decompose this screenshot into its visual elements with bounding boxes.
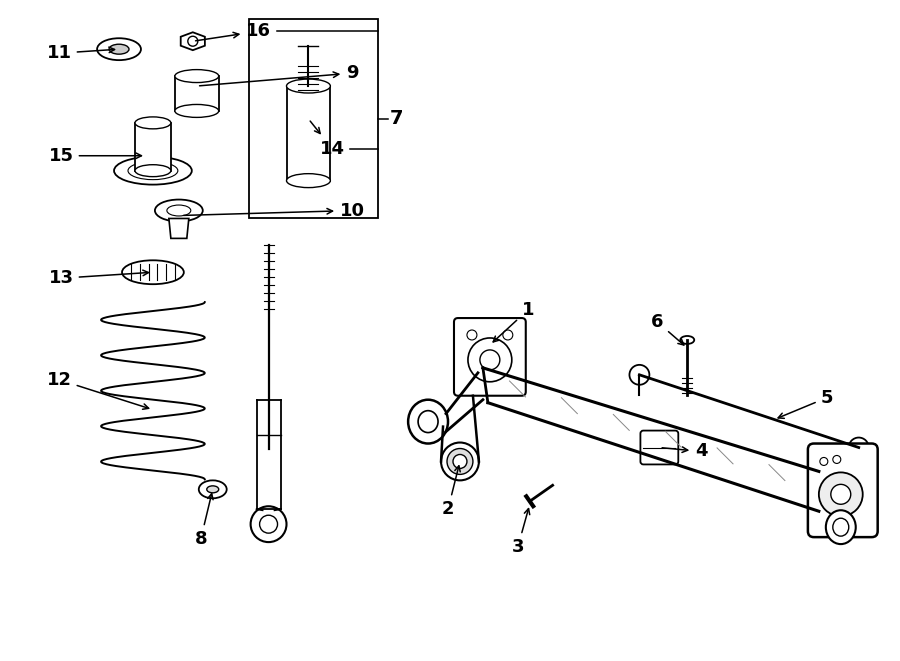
- Ellipse shape: [135, 165, 171, 176]
- Circle shape: [629, 365, 650, 385]
- Ellipse shape: [826, 510, 856, 544]
- Text: 5: 5: [778, 389, 833, 418]
- Circle shape: [831, 485, 850, 504]
- Ellipse shape: [447, 449, 473, 475]
- Text: 7: 7: [391, 109, 404, 128]
- FancyBboxPatch shape: [641, 430, 679, 465]
- Text: 8: 8: [194, 494, 213, 548]
- Text: 12: 12: [47, 371, 148, 409]
- Ellipse shape: [97, 38, 141, 60]
- Text: 14: 14: [310, 121, 345, 158]
- Ellipse shape: [199, 481, 227, 498]
- Polygon shape: [181, 32, 205, 50]
- Bar: [175, 76, 219, 111]
- Ellipse shape: [408, 400, 448, 444]
- Text: 1: 1: [493, 301, 534, 342]
- Ellipse shape: [453, 455, 467, 469]
- Ellipse shape: [680, 336, 694, 344]
- Ellipse shape: [175, 104, 219, 118]
- Circle shape: [849, 438, 868, 457]
- Polygon shape: [169, 219, 189, 239]
- Bar: [248, 19, 378, 219]
- Text: 11: 11: [47, 44, 114, 62]
- FancyBboxPatch shape: [808, 444, 878, 537]
- Ellipse shape: [286, 79, 330, 93]
- Ellipse shape: [286, 174, 330, 188]
- Ellipse shape: [114, 157, 192, 184]
- Text: 2: 2: [442, 466, 460, 518]
- Ellipse shape: [175, 69, 219, 83]
- FancyBboxPatch shape: [454, 318, 526, 396]
- Ellipse shape: [155, 200, 202, 221]
- Ellipse shape: [128, 162, 178, 180]
- Text: 3: 3: [511, 508, 530, 556]
- Text: 15: 15: [49, 147, 141, 165]
- Circle shape: [819, 473, 863, 516]
- Text: 10: 10: [184, 202, 364, 219]
- Ellipse shape: [135, 117, 171, 129]
- Text: 9: 9: [200, 64, 358, 86]
- Ellipse shape: [207, 486, 219, 493]
- Bar: [135, 123, 171, 171]
- Circle shape: [250, 506, 286, 542]
- Circle shape: [468, 338, 512, 382]
- Text: 13: 13: [49, 269, 149, 288]
- Bar: [286, 86, 330, 180]
- Text: 4: 4: [662, 442, 707, 461]
- Ellipse shape: [122, 260, 184, 284]
- Text: 6: 6: [651, 313, 684, 345]
- Text: 16: 16: [195, 22, 271, 41]
- Ellipse shape: [109, 44, 129, 54]
- Ellipse shape: [441, 442, 479, 481]
